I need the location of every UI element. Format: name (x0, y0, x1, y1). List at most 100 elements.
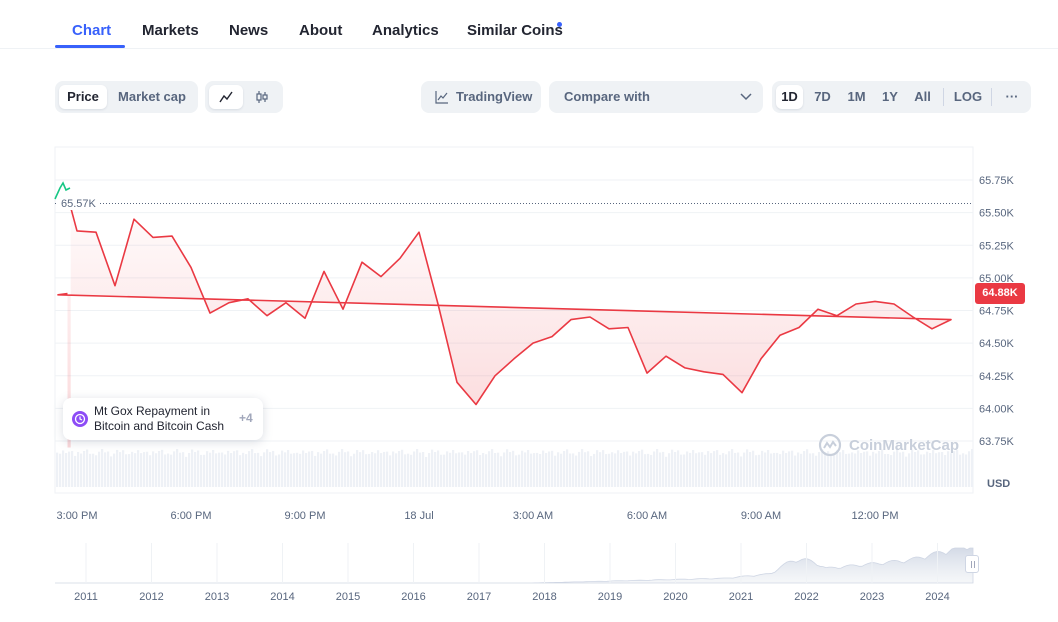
volume-bar (278, 454, 281, 487)
market-cap-toggle[interactable]: Market cap (118, 89, 186, 104)
volume-bar (848, 453, 851, 487)
volume-bar (98, 451, 101, 487)
volume-bar (548, 451, 551, 487)
navigator-drag-handle[interactable] (965, 555, 979, 573)
volume-bar (350, 456, 353, 487)
navigator-year-label: 2021 (729, 591, 753, 603)
volume-bar (833, 454, 836, 487)
volume-bar (74, 455, 77, 487)
volume-bar (95, 455, 98, 487)
volume-bar (314, 455, 317, 487)
volume-bar (614, 453, 617, 487)
volume-bar (641, 449, 644, 487)
y-tick-label: 64.00K (979, 403, 1015, 415)
volume-bar (431, 449, 434, 487)
tab-similar-coins[interactable]: Similar Coins (467, 22, 563, 39)
candlestick-chart-button[interactable] (245, 85, 279, 109)
volume-bar (404, 454, 407, 487)
line-chart-button[interactable] (209, 85, 243, 109)
volume-bar (233, 451, 236, 487)
volume-bar (962, 453, 965, 487)
volume-bar (281, 450, 284, 487)
x-tick-label: 9:00 AM (741, 510, 781, 522)
volume-bar (896, 449, 899, 487)
volume-bar (425, 456, 428, 487)
volume-bar (758, 454, 761, 487)
volume-bar (866, 451, 869, 487)
volume-bar (653, 451, 656, 487)
metric-toggle: Price Market cap (55, 81, 198, 113)
range-1m-button[interactable]: 1M (847, 89, 866, 104)
volume-bar (443, 454, 446, 487)
volume-bar (968, 451, 971, 487)
volume-bar (224, 454, 227, 487)
range-1d-button[interactable]: 1D (776, 85, 803, 109)
volume-bar (56, 452, 59, 487)
volume-bar (884, 454, 887, 487)
volume-bar (581, 449, 584, 487)
volume-bar (410, 454, 413, 487)
volume-bar (593, 453, 596, 487)
log-scale-button[interactable]: LOG (953, 89, 983, 104)
more-options-button[interactable]: ··· (1005, 89, 1019, 104)
volume-bar (149, 455, 152, 487)
volume-bar (818, 452, 821, 487)
tradingview-button[interactable]: TradingView (421, 81, 541, 113)
volume-bar (209, 452, 212, 487)
volume-bar (452, 450, 455, 487)
volume-bar (83, 451, 86, 487)
volume-bar (599, 452, 602, 487)
volume-bar (749, 452, 752, 487)
navigator-history-area (55, 547, 974, 584)
volume-bar (191, 449, 194, 487)
volume-bar (122, 450, 125, 487)
volume-bar (824, 452, 827, 487)
volume-bar (602, 450, 605, 487)
volume-bar (152, 451, 155, 487)
y-tick-label: 64.25K (979, 371, 1015, 383)
tradingview-icon (435, 91, 448, 104)
navigator-year-label: 2020 (663, 591, 687, 603)
tab-about[interactable]: About (299, 22, 343, 39)
volume-bar (467, 450, 470, 487)
volume-bar (587, 451, 590, 487)
x-tick-label: 12:00 PM (851, 510, 898, 522)
tab-news[interactable]: News (229, 22, 269, 39)
volume-bar (212, 450, 215, 487)
volume-bar (710, 453, 713, 487)
volume-bar (242, 452, 245, 487)
range-all-button[interactable]: All (914, 89, 931, 104)
volume-bar (104, 452, 107, 487)
volume-bar (92, 453, 95, 487)
tab-markets[interactable]: Markets (142, 22, 199, 39)
volume-bar (287, 450, 290, 487)
volume-bar (776, 452, 779, 487)
volume-bar (920, 454, 923, 487)
volume-bar (680, 454, 683, 487)
line-chart-icon (219, 91, 233, 103)
volume-bar (797, 452, 800, 487)
tab-chart[interactable]: Chart (72, 22, 112, 39)
volume-bar (686, 451, 689, 487)
volume-bar (359, 452, 362, 487)
volume-bar (638, 451, 641, 487)
volume-bar (173, 451, 176, 487)
price-toggle[interactable]: Price (59, 85, 107, 109)
volume-bar (275, 455, 278, 487)
compare-with-dropdown[interactable]: Compare with (549, 81, 763, 113)
volume-bar (617, 450, 620, 487)
navigator-year-label: 2015 (336, 591, 360, 603)
tab-analytics[interactable]: Analytics (372, 22, 439, 39)
volume-bar (707, 451, 710, 487)
volume-bar (470, 453, 473, 487)
event-card[interactable]: Mt Gox Repayment in Bitcoin and Bitcoin … (63, 398, 263, 440)
volume-bar (716, 450, 719, 487)
price-area (58, 207, 951, 448)
volume-bar (743, 452, 746, 487)
volume-bar (863, 451, 866, 487)
range-1y-button[interactable]: 1Y (882, 89, 898, 104)
volume-bar (488, 451, 491, 487)
range-7d-button[interactable]: 7D (814, 89, 831, 104)
volume-bar (545, 453, 548, 487)
